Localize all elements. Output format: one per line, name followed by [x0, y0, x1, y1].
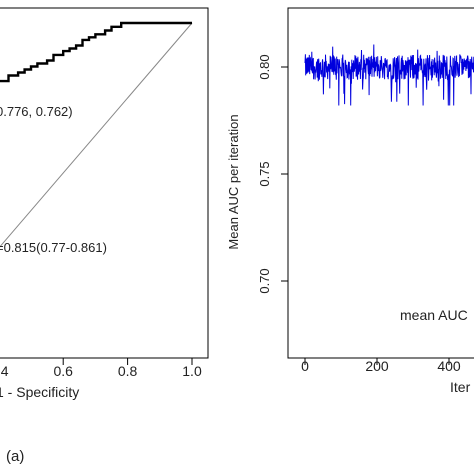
- auc-y-tick-label: 0.70: [257, 268, 272, 293]
- auc-y-tick-label: 0.80: [257, 54, 272, 79]
- roc-annotation-cutoff: 0.776, 0.762): [0, 104, 73, 119]
- roc-annotation-auc: =0.815(0.77-0.861): [0, 240, 107, 255]
- roc-x-tick-label: 0.6: [53, 363, 73, 379]
- auc-y-axis-label: Mean AUC per iteration: [226, 114, 241, 249]
- roc-curve: [0, 21, 192, 89]
- roc-x-tick-label: 0.4: [0, 363, 9, 379]
- auc-x-tick-label: 0: [301, 358, 309, 374]
- auc-series-line: [304, 44, 474, 106]
- roc-x-tick-label: 1.0: [182, 363, 202, 379]
- panel-label: (a): [6, 448, 24, 465]
- roc-chart: 0.776, 0.762) =0.815(0.77-0.861) 0.40.60…: [0, 7, 209, 400]
- roc-x-axis: 0.4 0.6 0.8 1.0: [0, 357, 202, 379]
- roc-diagonal: [0, 22, 193, 248]
- auc-x-axis: 0 200 400: [301, 357, 474, 374]
- roc-x-axis-label: 1 - Specificity: [0, 384, 79, 400]
- auc-annotation-mean: mean AUC: [400, 307, 468, 323]
- auc-x-tick-label: 400: [437, 358, 461, 374]
- auc-x-tick-label: 200: [365, 358, 389, 374]
- roc-plot-frame: [0, 7, 209, 359]
- auc-y-axis: 0.70 0.75 0.80: [257, 54, 289, 294]
- auc-iteration-chart: 0.70 0.75 0.80 Mean AUC per iteration mean…: [226, 7, 474, 395]
- auc-y-tick-label: 0.75: [257, 161, 272, 186]
- roc-x-tick-label: 0.8: [118, 363, 138, 379]
- auc-x-axis-label: Iter: [450, 379, 471, 395]
